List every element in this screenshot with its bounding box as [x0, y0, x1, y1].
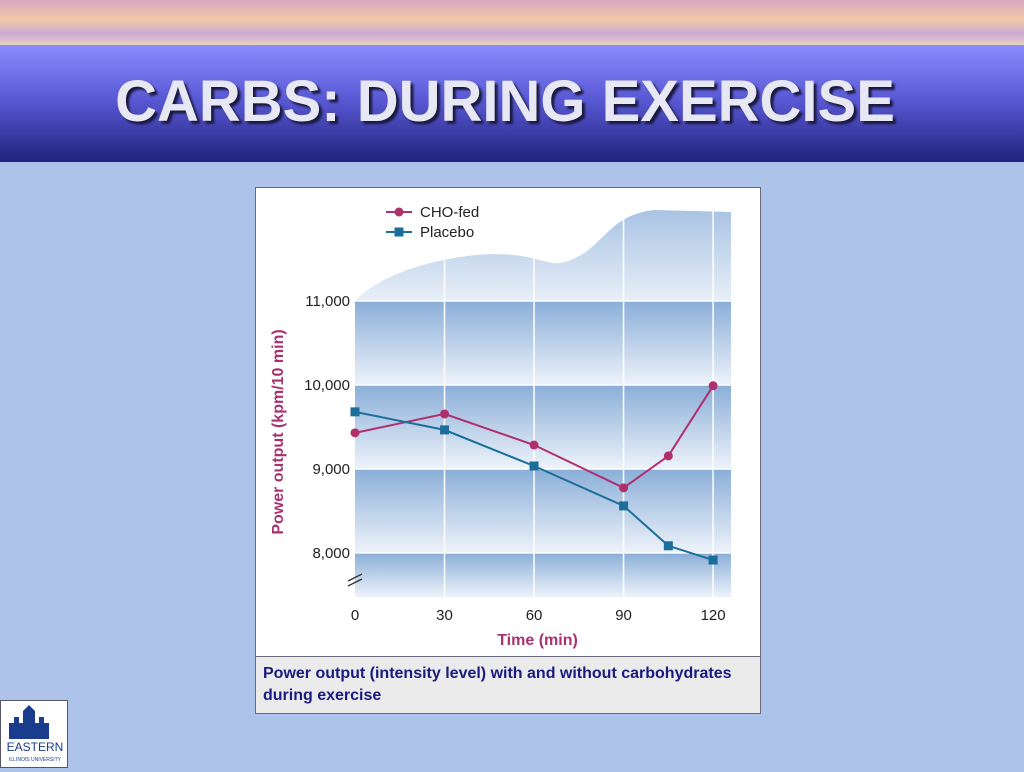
marker	[440, 425, 450, 435]
x-tick-label: 30	[436, 607, 453, 624]
marker	[440, 409, 450, 419]
x-tick-label: 0	[351, 607, 359, 624]
axis-break	[347, 573, 363, 587]
marker	[350, 428, 360, 438]
plot-band	[355, 468, 731, 553]
legend-label: Placebo	[420, 224, 474, 241]
plot-backdrop	[355, 210, 731, 301]
y-tick-label: 9,000	[312, 461, 350, 478]
marker	[619, 483, 629, 493]
marker	[529, 440, 539, 450]
x-tick-label: 90	[615, 607, 632, 624]
x-tick-label: 60	[526, 607, 543, 624]
marker	[663, 451, 673, 461]
marker	[708, 381, 718, 391]
caption: Power output (intensity level) with and …	[255, 656, 761, 714]
series-line	[354, 385, 714, 489]
x-tick-label: 120	[701, 607, 726, 624]
plot-band	[355, 552, 731, 597]
x-axis-label: Time (min)	[497, 632, 578, 649]
slide-title: CARBS: DURING EXERCISE	[115, 69, 895, 134]
y-axis-label: Power output (kpm/10 min)	[270, 329, 287, 534]
plot-band	[355, 384, 731, 469]
legend-marker	[394, 207, 404, 217]
marker	[663, 541, 673, 551]
marker	[350, 407, 360, 417]
y-tick-label: 10,000	[304, 377, 350, 394]
y-tick-label: 8,000	[312, 545, 350, 562]
legend-label: CHO-fed	[420, 204, 479, 221]
legend-marker	[394, 227, 404, 237]
plot-band	[355, 301, 731, 385]
castle-icon	[9, 705, 49, 739]
marker	[708, 555, 718, 565]
logo-graphic: EASTERN ILLINOIS UNIVERSITY	[7, 705, 64, 763]
title-bar	[0, 45, 1024, 162]
y-tick-label: 11,000	[305, 293, 350, 310]
logo-text: EASTERN	[7, 740, 64, 754]
logo: EASTERN ILLINOIS UNIVERSITY	[0, 700, 68, 768]
marker	[529, 461, 539, 471]
banner	[0, 0, 1024, 45]
series-line	[354, 410, 714, 562]
logo-subtext: ILLINOIS UNIVERSITY	[9, 757, 62, 763]
marker	[619, 501, 629, 511]
